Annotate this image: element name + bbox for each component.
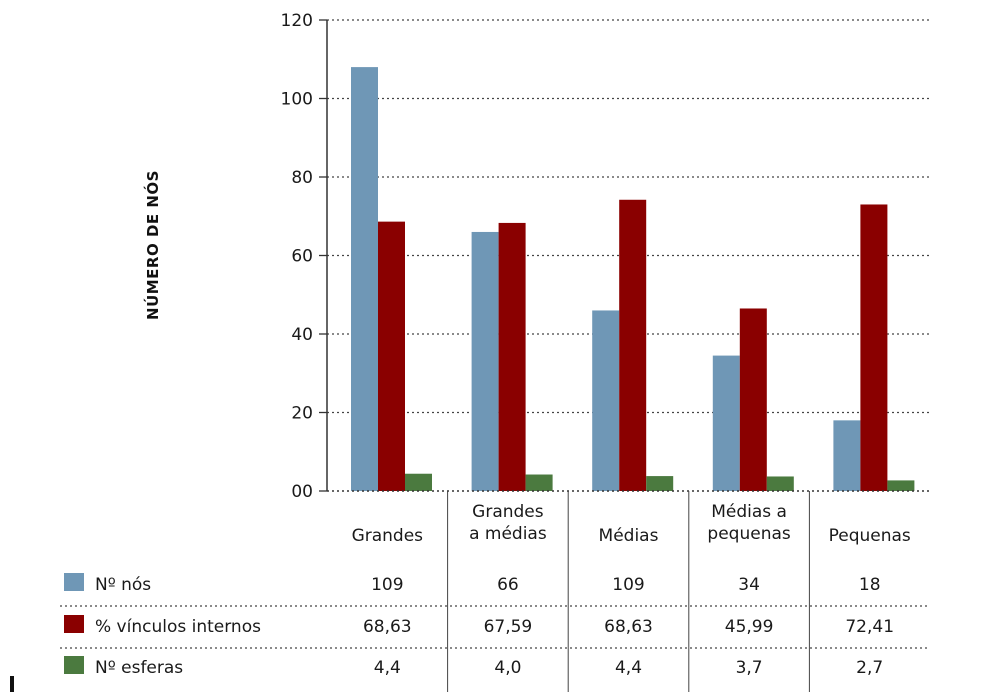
bar bbox=[860, 204, 888, 491]
bar bbox=[351, 67, 378, 491]
bar bbox=[592, 310, 620, 491]
corner-mark bbox=[10, 676, 14, 692]
legend-label: Nº nós bbox=[95, 575, 151, 595]
table-cell: 4,4 bbox=[615, 658, 642, 678]
bar bbox=[646, 476, 674, 491]
category-label: Médias a bbox=[711, 502, 787, 522]
table-cell: 72,41 bbox=[845, 617, 894, 637]
legend-label: Nº esferas bbox=[95, 658, 183, 678]
table-cell: 3,7 bbox=[736, 658, 763, 678]
table-cell: 34 bbox=[738, 575, 760, 595]
bars bbox=[351, 67, 915, 492]
bar bbox=[833, 420, 861, 491]
table-cell: 109 bbox=[371, 575, 403, 595]
bar bbox=[378, 221, 405, 491]
bar bbox=[619, 199, 647, 491]
bar bbox=[525, 474, 553, 491]
bar bbox=[405, 473, 432, 491]
y-tick-label: 20 bbox=[291, 404, 313, 424]
bar bbox=[766, 476, 794, 491]
bar bbox=[712, 355, 740, 491]
bar bbox=[498, 222, 526, 492]
table-cell: 68,63 bbox=[363, 617, 412, 637]
bar bbox=[739, 308, 767, 491]
bar bbox=[887, 480, 915, 491]
table-cell: 2,7 bbox=[856, 658, 883, 678]
category-label: Médias bbox=[599, 526, 659, 546]
table-cell: 4,0 bbox=[494, 658, 521, 678]
y-axis-label: NÚMERO DE NÓS bbox=[143, 170, 162, 320]
table-cell: 45,99 bbox=[725, 617, 774, 637]
table-cell: 67,59 bbox=[484, 617, 533, 637]
legend-swatch bbox=[64, 615, 84, 633]
category-label: a médias bbox=[469, 524, 547, 544]
y-tick-label: 80 bbox=[291, 168, 313, 188]
table-cell: 66 bbox=[497, 575, 519, 595]
y-tick-label: 100 bbox=[281, 90, 313, 110]
bar bbox=[471, 231, 499, 491]
legend-label: % vínculos internos bbox=[95, 617, 261, 637]
category-label: Grandes bbox=[352, 526, 424, 546]
y-axis-ticks: 00 20 40 60 80 100 120 bbox=[281, 11, 327, 502]
table-cell: 68,63 bbox=[604, 617, 653, 637]
category-label: pequenas bbox=[707, 524, 790, 544]
y-tick-label: 120 bbox=[281, 11, 313, 31]
y-tick-label: 60 bbox=[291, 247, 313, 267]
category-label: Pequenas bbox=[829, 526, 911, 546]
table-cell: 109 bbox=[612, 575, 644, 595]
y-tick-label: 40 bbox=[291, 325, 313, 345]
y-tick-label: 00 bbox=[291, 482, 313, 502]
legend-swatch bbox=[64, 573, 84, 591]
data-table: Nº nós 109 66 109 34 18 % vínculos internos 68,… bbox=[60, 573, 930, 678]
table-cell: 4,4 bbox=[374, 658, 401, 678]
legend-swatch bbox=[64, 656, 84, 674]
category-label: Grandes bbox=[472, 502, 544, 522]
table-cell: 18 bbox=[859, 575, 881, 595]
